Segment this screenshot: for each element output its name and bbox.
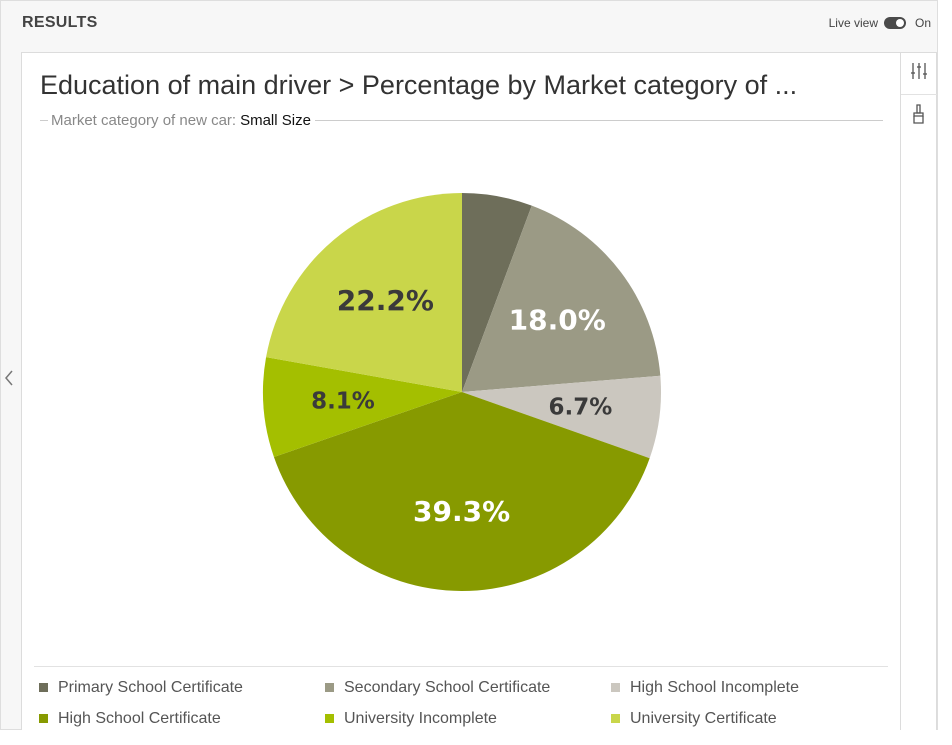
legend-swatch — [611, 714, 620, 723]
legend-label: University Certificate — [630, 709, 777, 727]
legend-label: University Incomplete — [344, 709, 497, 727]
pie-slice-0[interactable] — [462, 193, 532, 392]
pie-data-label: 8.1% — [311, 388, 375, 414]
paintbrush-icon — [911, 103, 927, 130]
legend-swatch — [39, 714, 48, 723]
pie-data-label: 39.3% — [413, 495, 510, 528]
legend-item[interactable]: Secondary School Certificate — [325, 677, 611, 698]
pie-slice-3[interactable] — [273, 392, 650, 591]
pie-slice-4[interactable] — [263, 357, 462, 458]
sliders-icon — [909, 61, 929, 86]
legend-item[interactable]: University Incomplete — [325, 708, 611, 729]
legend-label: Secondary School Certificate — [344, 678, 551, 696]
chart-title: Education of main driver > Percentage by… — [40, 70, 798, 100]
side-toolbar — [901, 52, 937, 730]
legend-item[interactable]: High School Incomplete — [611, 677, 897, 698]
legend-label: Primary School Certificate — [58, 678, 243, 696]
pie-data-label: 6.7% — [549, 394, 613, 420]
live-view-label: Live view — [828, 16, 878, 30]
live-view-toggle[interactable] — [883, 17, 906, 29]
pie-slice-5[interactable] — [266, 193, 462, 392]
legend-divider — [34, 666, 888, 667]
chart-style-button[interactable] — [901, 95, 937, 137]
chart-settings-button[interactable] — [901, 53, 937, 95]
filter-value: Small Size — [240, 111, 311, 129]
filter-label: Market category of new car: — [51, 111, 237, 129]
filter-divider — [40, 119, 48, 121]
legend-item[interactable]: Primary School Certificate — [39, 677, 325, 698]
results-title: RESULTS — [22, 14, 98, 31]
legend-swatch — [325, 714, 334, 723]
collapse-left-icon[interactable] — [4, 369, 14, 387]
pie-data-label: 18.0% — [509, 304, 606, 337]
chart-panel: Education of main driver > Percentage by… — [21, 52, 901, 730]
live-view-state: On — [914, 16, 931, 30]
live-view-control[interactable]: Live view On — [829, 16, 931, 30]
chart-legend: Primary School Certificate Secondary Scho… — [39, 677, 899, 729]
legend-swatch — [611, 683, 620, 692]
pie-slice-2[interactable] — [462, 375, 661, 459]
legend-item[interactable]: High School Certificate — [39, 708, 325, 729]
pie-data-label: 22.2% — [337, 284, 434, 317]
legend-item[interactable]: University Certificate — [611, 708, 897, 729]
pie-chart: 18.0% 6.7% 39.3% 8.1% 22.2% — [263, 193, 661, 591]
pie-slice-1[interactable] — [462, 205, 661, 392]
filter-row: Market category of new car: Small Size — [40, 110, 883, 130]
legend-swatch — [325, 683, 334, 692]
legend-label: High School Incomplete — [630, 678, 799, 696]
legend-swatch — [39, 683, 48, 692]
filter-divider — [314, 119, 883, 121]
legend-label: High School Certificate — [58, 709, 221, 727]
